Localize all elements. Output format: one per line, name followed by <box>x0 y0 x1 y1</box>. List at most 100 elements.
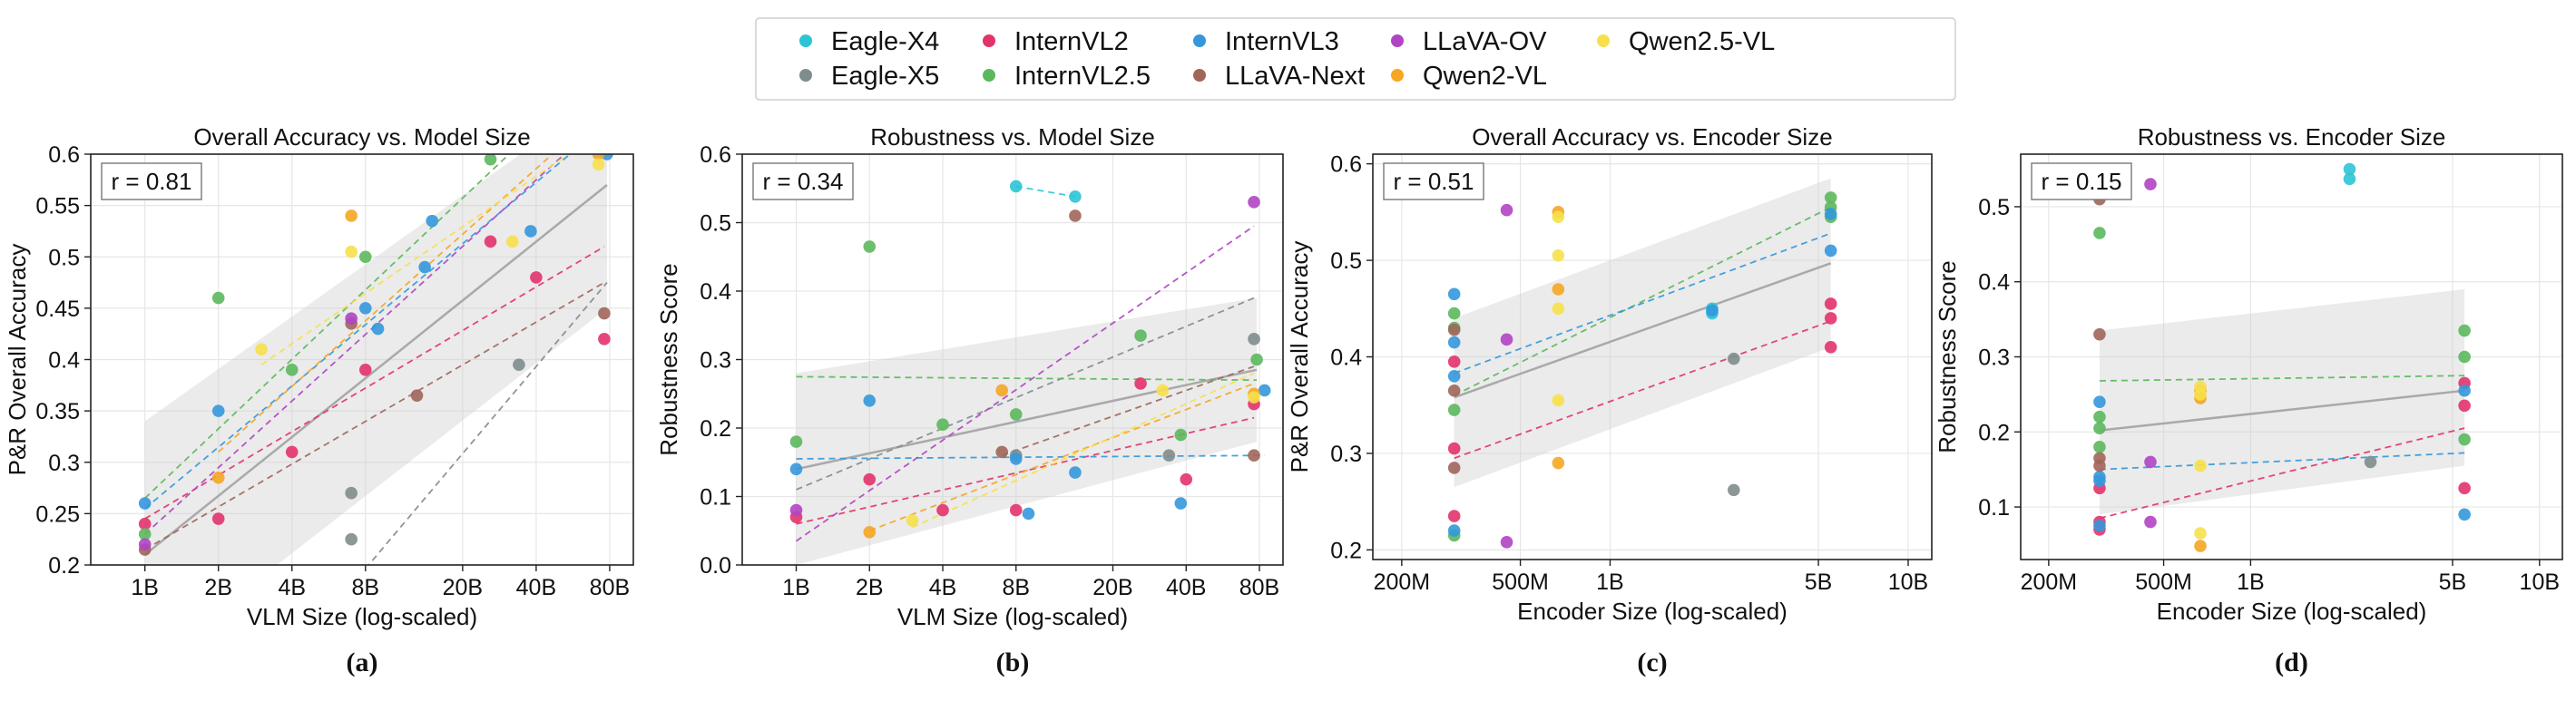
legend-label: InternVL2.5 <box>1014 62 1151 91</box>
annotation-box <box>2031 162 2132 200</box>
data-point <box>2194 459 2207 472</box>
data-point <box>1552 248 1565 262</box>
data-point <box>506 235 519 248</box>
x-tick-label: 2B <box>856 575 884 600</box>
data-point <box>1500 536 1513 549</box>
legend-label: Qwen2.5-VL <box>1629 27 1775 56</box>
data-point <box>345 245 358 258</box>
data-point <box>2458 433 2471 446</box>
data-point <box>592 158 605 171</box>
data-point <box>598 333 611 346</box>
y-tick-label: 0.1 <box>700 485 731 511</box>
confidence-band <box>796 297 1258 565</box>
data-point <box>211 404 225 417</box>
data-point <box>2458 324 2471 337</box>
annotation-text: r = 0.81 <box>112 168 192 195</box>
chart-panel: 200M 500M 1B 5B 10B 0.1 0.2 0.3 0.4 0.5 Robustness… <box>1934 123 2563 677</box>
data-point <box>1009 503 1023 517</box>
data-point <box>2194 527 2207 540</box>
chart-panel: 1B 2B 4B 8B 20B 40B 80B 0.0 0.1 0.2 0.3 0.4 0.5 0.6 Ro… <box>655 123 1284 677</box>
data-point <box>1162 449 1176 462</box>
data-point <box>2144 515 2157 529</box>
series-fit-line <box>796 375 1258 382</box>
x-tick-label: 40B <box>1166 575 1206 600</box>
data-point <box>2343 162 2356 176</box>
data-point <box>513 358 525 371</box>
x-tick-label: 80B <box>590 575 630 600</box>
data-point <box>138 538 152 551</box>
data-point <box>524 225 537 238</box>
data-point <box>1552 210 1565 223</box>
legend-entry: InternVL2 <box>983 27 1129 56</box>
data-point <box>2093 519 2106 532</box>
data-point <box>2458 482 2471 495</box>
plot-area <box>1373 154 1932 560</box>
data-point <box>1174 497 1188 510</box>
series-fit-line <box>144 154 511 500</box>
x-tick-label: 1B <box>131 575 159 600</box>
data-point <box>211 471 225 484</box>
data-point <box>1447 462 1461 474</box>
legend-marker <box>799 69 812 82</box>
data-point <box>1500 203 1513 217</box>
y-tick-label: 0.25 <box>35 501 80 527</box>
y-axis-label: Robustness Score <box>1934 260 1961 453</box>
data-point <box>1156 384 1170 397</box>
chart-title: Overall Accuracy vs. Model Size <box>193 123 530 151</box>
data-point <box>2458 384 2471 397</box>
data-point <box>1552 394 1565 407</box>
data-point <box>2093 395 2106 408</box>
y-tick-label: 0.3 <box>48 451 80 476</box>
series-fit-line <box>1454 206 1832 396</box>
data-point <box>2093 474 2106 487</box>
y-tick-label: 0.3 <box>1330 442 1362 467</box>
annotation-text: r = 0.15 <box>2042 168 2122 195</box>
data-point <box>211 512 225 525</box>
legend-entry: Eagle-X5 <box>799 62 939 91</box>
y-tick-label: 0.5 <box>48 245 80 270</box>
correlation-annotation: r = 0.15 <box>2031 162 2132 200</box>
series-fit-line <box>795 225 1255 542</box>
series-fit-line <box>912 372 1255 529</box>
data-point <box>1447 404 1461 416</box>
data-point <box>1447 384 1461 397</box>
data-point <box>601 117 613 130</box>
x-tick-label: 5B <box>2439 570 2467 595</box>
correlation-annotation: r = 0.81 <box>101 162 202 200</box>
y-tick-label: 0.6 <box>48 142 80 168</box>
data-point <box>593 128 605 141</box>
data-point <box>2093 441 2106 453</box>
data-point <box>2093 410 2106 424</box>
series-fit-line <box>1015 185 1076 198</box>
data-point <box>2093 227 2106 239</box>
data-point <box>410 389 424 402</box>
data-point <box>358 302 372 315</box>
data-point <box>285 364 299 376</box>
data-point <box>789 462 803 476</box>
legend-marker <box>1597 34 1610 47</box>
legend-label: Eagle-X4 <box>831 27 939 56</box>
data-point <box>358 364 372 376</box>
chart-panel: 1B 2B 4B 8B 20B 40B 80B 0.2 0.25 0.3 0.35 0.4 0.45 0.… <box>4 117 634 677</box>
data-point <box>1069 209 1082 222</box>
y-tick-label: 0.4 <box>48 348 80 374</box>
y-tick-label: 0.3 <box>700 348 731 374</box>
y-tick-label: 0.2 <box>1330 538 1362 563</box>
legend-marker <box>983 34 995 47</box>
plot-area <box>2021 154 2562 560</box>
legend-marker <box>799 34 812 47</box>
y-tick-label: 0.4 <box>700 279 731 305</box>
legend-label: InternVL3 <box>1225 27 1339 56</box>
data-point <box>285 445 299 459</box>
data-point <box>2364 455 2377 469</box>
data-point <box>2343 172 2356 186</box>
legend-entry: InternVL3 <box>1193 27 1339 56</box>
x-tick-label: 20B <box>443 575 483 600</box>
data-point <box>1258 384 1271 397</box>
legend-label: Eagle-X5 <box>831 62 939 91</box>
data-point <box>2458 350 2471 364</box>
panel-label: (a) <box>347 647 378 677</box>
data-point <box>138 528 152 540</box>
data-point <box>1174 428 1188 442</box>
series-fit-line <box>144 154 572 510</box>
